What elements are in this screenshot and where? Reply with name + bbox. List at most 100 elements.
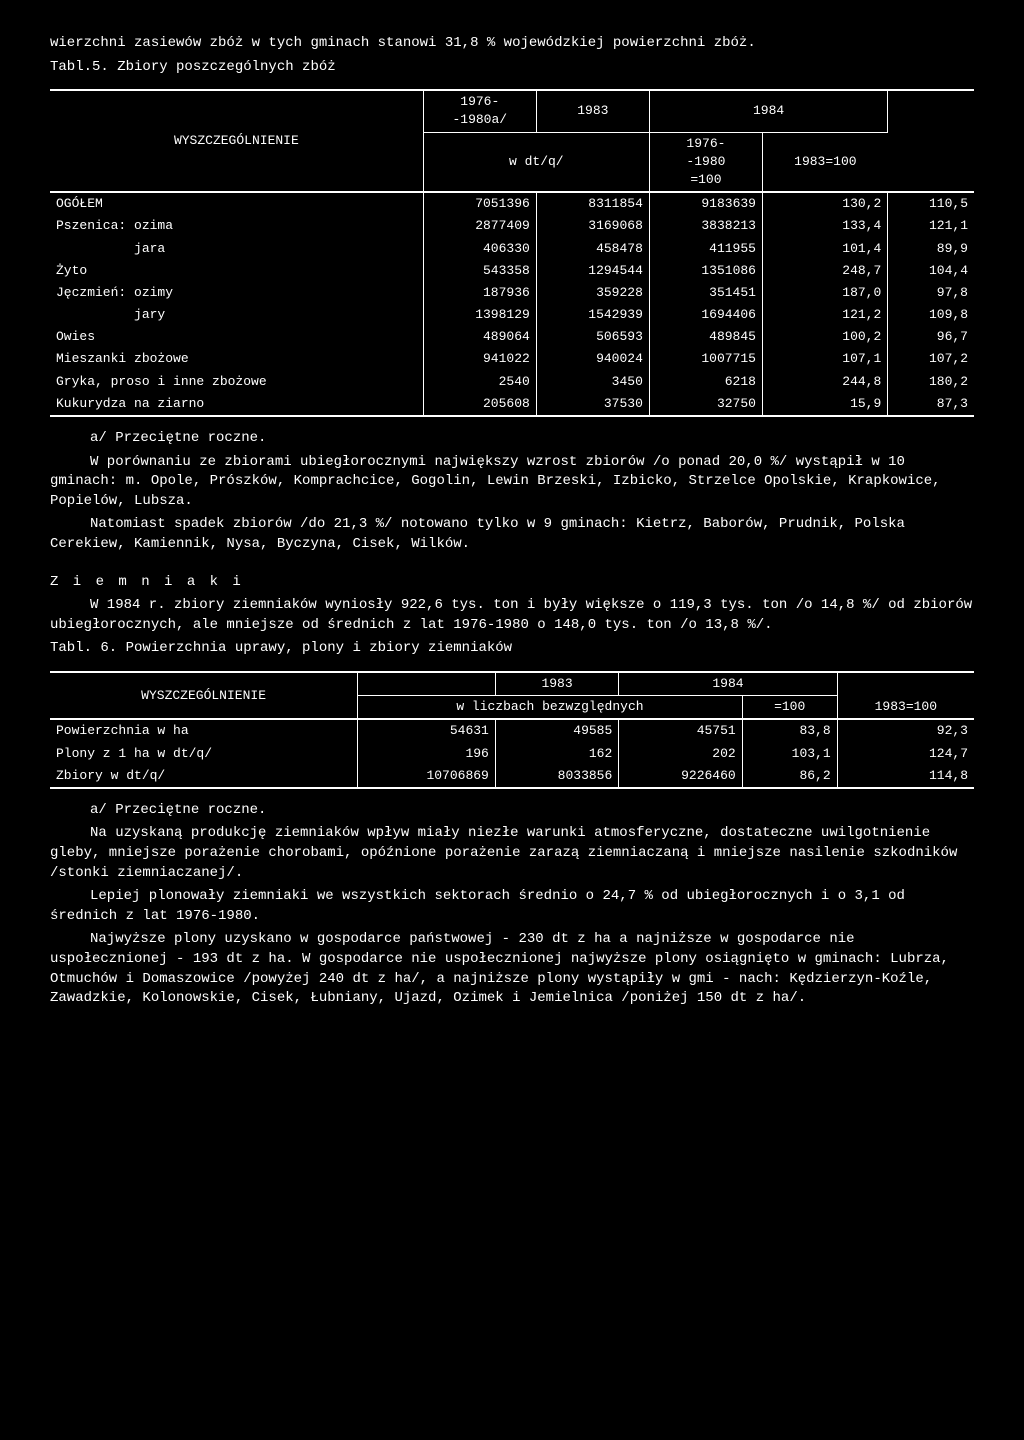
row-label: Powierzchnia w ha — [50, 719, 358, 742]
cell: 100,2 — [762, 326, 887, 348]
table-row: OGÓŁEM705139683118549183639130,2110,5 — [50, 192, 974, 215]
row-label: jara — [50, 238, 423, 260]
cell: 49585 — [495, 719, 618, 742]
cell: 3450 — [536, 371, 649, 393]
cell: 110,5 — [888, 192, 974, 215]
cell: 96,7 — [888, 326, 974, 348]
cell: 2540 — [423, 371, 536, 393]
table-row: Plony z 1 ha w dt/q/196162202103,1124,7 — [50, 743, 974, 765]
cell: 89,9 — [888, 238, 974, 260]
cell: 411955 — [649, 238, 762, 260]
cell: 3169068 — [536, 215, 649, 237]
para3: W 1984 r. zbiory ziemniaków wyniosły 922… — [50, 596, 974, 635]
cell: 1542939 — [536, 304, 649, 326]
cell: 351451 — [649, 282, 762, 304]
table6-caption: Tabl. 6. Powierzchnia uprawy, plony i zb… — [50, 639, 974, 659]
cell: 54631 — [358, 719, 496, 742]
t6-col-wyszcz: WYSZCZEGÓLNIENIE — [50, 672, 358, 719]
row-label: OGÓŁEM — [50, 192, 423, 215]
cell: 506593 — [536, 326, 649, 348]
cell: 1398129 — [423, 304, 536, 326]
para5: Lepiej plonowały ziemniaki we wszystkich… — [50, 887, 974, 926]
cell: 187936 — [423, 282, 536, 304]
cell: 9183639 — [649, 192, 762, 215]
cell: 92,3 — [837, 719, 974, 742]
table-row: Powierzchnia w ha54631495854575183,892,3 — [50, 719, 974, 742]
t6-idx2: 1983=100 — [837, 696, 974, 720]
t6-blank2 — [837, 672, 974, 696]
cell: 196 — [358, 743, 496, 765]
row-label: Owies — [50, 326, 423, 348]
cell: 8311854 — [536, 192, 649, 215]
table-row: Pszenica: ozima287740931690683838213133,… — [50, 215, 974, 237]
cell: 103,1 — [742, 743, 837, 765]
t5-idx1: 1976- -1980 =100 — [649, 132, 762, 192]
row-label: Jęczmień: ozimy — [50, 282, 423, 304]
cell: 940024 — [536, 348, 649, 370]
cell: 133,4 — [762, 215, 887, 237]
cell: 359228 — [536, 282, 649, 304]
cell: 107,1 — [762, 348, 887, 370]
cell: 87,3 — [888, 393, 974, 416]
cell: 205608 — [423, 393, 536, 416]
table-row: Kukurydza na ziarno205608375303275015,98… — [50, 393, 974, 416]
cell: 15,9 — [762, 393, 887, 416]
row-label: Kukurydza na ziarno — [50, 393, 423, 416]
table5-caption: Tabl.5. Zbiory poszczególnych zbóż — [50, 58, 974, 78]
cell: 86,2 — [742, 765, 837, 788]
cell: 244,8 — [762, 371, 887, 393]
t5-blank — [888, 90, 974, 132]
cell: 32750 — [649, 393, 762, 416]
cell: 7051396 — [423, 192, 536, 215]
cell: 187,0 — [762, 282, 887, 304]
row-label: Pszenica: ozima — [50, 215, 423, 237]
cell: 10706869 — [358, 765, 496, 788]
cell: 1294544 — [536, 260, 649, 282]
cell: 121,1 — [888, 215, 974, 237]
t6-col-1983: 1983 — [495, 672, 618, 696]
cell: 8033856 — [495, 765, 618, 788]
para2: Natomiast spadek zbiorów /do 21,3 %/ not… — [50, 515, 974, 554]
row-label: Plony z 1 ha w dt/q/ — [50, 743, 358, 765]
table-row: Owies489064506593489845100,296,7 — [50, 326, 974, 348]
t5-col-1976: 1976- -1980a/ — [423, 90, 536, 132]
cell: 406330 — [423, 238, 536, 260]
t6-unit: w liczbach bezwzględnych — [358, 696, 743, 720]
table-6: WYSZCZEGÓLNIENIE 1983 1984 w liczbach be… — [50, 671, 974, 789]
cell: 109,8 — [888, 304, 974, 326]
footnote-a2: a/ Przeciętne roczne. — [50, 801, 974, 821]
table-row: Mieszanki zbożowe9410229400241007715107,… — [50, 348, 974, 370]
t5-col-1984: 1984 — [649, 90, 887, 132]
cell: 3838213 — [649, 215, 762, 237]
cell: 1694406 — [649, 304, 762, 326]
cell: 104,4 — [888, 260, 974, 282]
cell: 83,8 — [742, 719, 837, 742]
cell: 101,4 — [762, 238, 887, 260]
para6: Najwyższe plony uzyskano w gospodarce pa… — [50, 930, 974, 1008]
cell: 124,7 — [837, 743, 974, 765]
cell: 6218 — [649, 371, 762, 393]
t5-col-wyszcz: WYSZCZEGÓLNIENIE — [50, 90, 423, 192]
table-row: Zbiory w dt/q/107068698033856922646086,2… — [50, 765, 974, 788]
para1: W porównaniu ze zbiorami ubiegłorocznymi… — [50, 453, 974, 512]
intro-text: wierzchni zasiewów zbóż w tych gminach s… — [50, 34, 974, 54]
row-label: Gryka, proso i inne zbożowe — [50, 371, 423, 393]
table-row: jara406330458478411955101,489,9 — [50, 238, 974, 260]
table-5: WYSZCZEGÓLNIENIE 1976- -1980a/ 1983 1984… — [50, 89, 974, 417]
cell: 489064 — [423, 326, 536, 348]
row-label: Żyto — [50, 260, 423, 282]
cell: 97,8 — [888, 282, 974, 304]
cell: 941022 — [423, 348, 536, 370]
table-row: Jęczmień: ozimy187936359228351451187,097… — [50, 282, 974, 304]
cell: 114,8 — [837, 765, 974, 788]
t6-idx1: =100 — [742, 696, 837, 720]
table-row: jary139812915429391694406121,2109,8 — [50, 304, 974, 326]
footnote-a: a/ Przeciętne roczne. — [50, 429, 974, 449]
row-label: jary — [50, 304, 423, 326]
cell: 1007715 — [649, 348, 762, 370]
cell: 121,2 — [762, 304, 887, 326]
para4: Na uzyskaną produkcję ziemniaków wpływ m… — [50, 824, 974, 883]
cell: 107,2 — [888, 348, 974, 370]
cell: 37530 — [536, 393, 649, 416]
cell: 1351086 — [649, 260, 762, 282]
